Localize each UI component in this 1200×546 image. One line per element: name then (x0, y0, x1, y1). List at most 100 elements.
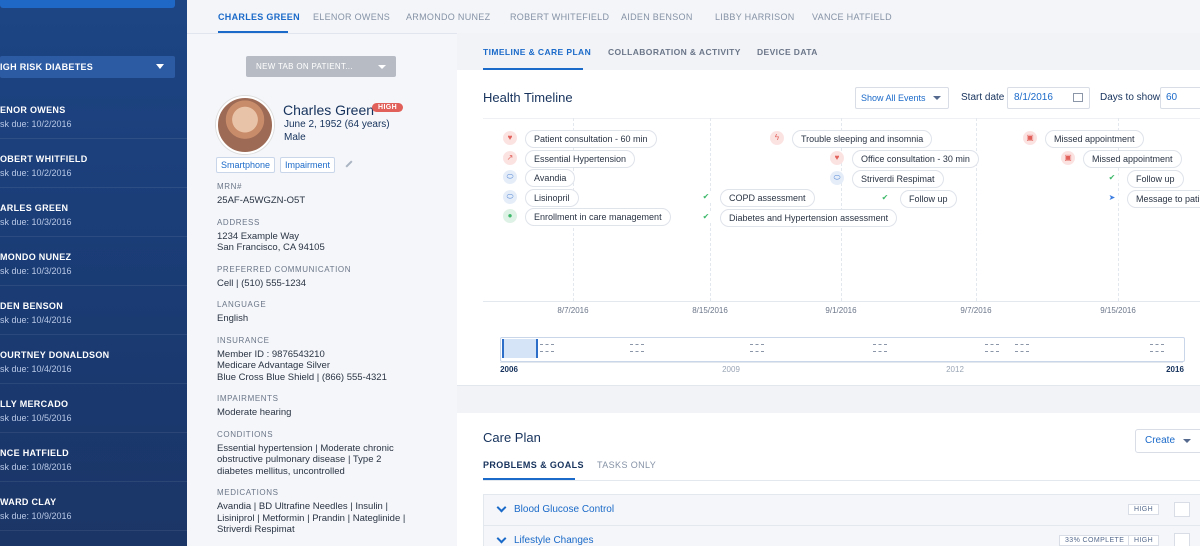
minimap (500, 337, 1185, 362)
event-filter[interactable] (855, 87, 949, 109)
tag[interactable]: Smartphone (216, 157, 276, 173)
patient-name[interactable]: MONDO NUNEZ (0, 252, 72, 262)
minimap-tick (985, 344, 999, 352)
care-plan-title: Care Plan (483, 430, 541, 445)
event-icon: ♥ (503, 131, 517, 145)
care-tab-underline (483, 478, 575, 480)
patient-tab[interactable]: AIDEN BENSON (621, 12, 693, 22)
event-icon: ▣ (1061, 151, 1075, 165)
days-value: 60 (1166, 92, 1178, 103)
patient-name[interactable]: ARLES GREEN (0, 203, 69, 213)
problem-name: Blood Glucose Control (514, 504, 615, 515)
active-tab-underline (218, 31, 288, 33)
view-tab[interactable]: TIMELINE & CARE PLAN (483, 47, 592, 57)
care-tab[interactable]: TASKS ONLY (597, 460, 657, 470)
date-label: 9/7/2016 (960, 306, 992, 315)
patient-name[interactable]: WARD CLAY (0, 497, 57, 507)
divider (0, 383, 187, 384)
patient-due: sk due: 10/2/2016 (0, 119, 72, 129)
event-pill[interactable]: Diabetes and Hypertension assessment (720, 209, 898, 227)
view-tab[interactable]: COLLABORATION & ACTIVITY (608, 47, 741, 57)
event-pill[interactable]: Follow up (1127, 170, 1184, 188)
event-pill[interactable]: Essential Hypertension (525, 150, 636, 168)
event-icon: ✔ (699, 190, 713, 204)
patient-name[interactable]: NCE HATFIELD (0, 448, 69, 458)
event-icon: ♥ (830, 151, 844, 165)
problem-name: Lifestyle Changes (514, 535, 594, 546)
view-tab[interactable]: DEVICE DATA (757, 47, 818, 57)
patient-tab[interactable]: ELENOR OWENS (313, 12, 391, 22)
new-tab-button[interactable] (246, 56, 396, 77)
field-value: San Francisco, CA 94105 (217, 242, 325, 253)
patient-name[interactable]: LLY MERCADO (0, 399, 69, 409)
row-menu[interactable] (1174, 533, 1190, 546)
patient-name[interactable]: DEN BENSON (0, 301, 64, 311)
event-pill[interactable]: Striverdi Respimat (852, 170, 944, 188)
patient-due: sk due: 10/3/2016 (0, 217, 72, 227)
event-pill[interactable]: Missed appointment (1083, 150, 1182, 168)
event-pill[interactable]: Avandia (525, 169, 576, 187)
edit-icon[interactable] (345, 160, 353, 168)
minimap-tick (750, 344, 764, 352)
minimap-window (502, 339, 538, 358)
event-icon: ⬭ (503, 170, 517, 184)
grid-line (1118, 118, 1119, 301)
event-pill[interactable]: Message to pati (1127, 190, 1200, 208)
year-label: 2012 (946, 365, 964, 374)
tag[interactable]: Impairment (280, 157, 336, 173)
patient-sex: Male (284, 132, 306, 143)
priority-badge: HIGH (1128, 504, 1160, 515)
event-pill[interactable]: Trouble sleeping and insomnia (792, 130, 933, 148)
days-label: Days to show (1100, 92, 1161, 103)
event-icon: ✔ (878, 191, 892, 205)
row-menu[interactable] (1174, 502, 1190, 517)
field-label: LANGUAGE (217, 300, 267, 309)
field-value: Lisiniprol | Metformin | Prandin | Nateg… (217, 512, 406, 524)
patient-tab[interactable]: CHARLES GREEN (218, 12, 300, 22)
patient-due: sk due: 10/2/2016 (0, 168, 72, 178)
start-input[interactable] (1007, 87, 1090, 109)
timeline-title: Health Timeline (483, 90, 573, 105)
divider (0, 187, 187, 188)
grid-line (976, 118, 977, 301)
patient-tab[interactable]: ROBERT WHITEFIELD (510, 12, 610, 22)
event-pill[interactable]: Enrollment in care management (525, 208, 671, 226)
divider (0, 432, 187, 433)
year-label: 2006 (500, 365, 518, 374)
patient-name[interactable]: OBERT WHITFIELD (0, 154, 88, 164)
event-pill[interactable]: COPD assessment (720, 189, 815, 207)
year-label: 2009 (722, 365, 740, 374)
grid-line (710, 118, 711, 301)
field-value: Moderate hearing (217, 407, 292, 418)
calendar-icon (1073, 93, 1083, 102)
filter-select[interactable] (0, 56, 175, 78)
patient-name[interactable]: ENOR OWENS (0, 105, 66, 115)
dropdown-caret (1183, 439, 1191, 443)
care-tab[interactable]: PROBLEMS & GOALS (483, 460, 584, 470)
patient-tab[interactable]: LIBBY HARRISON (715, 12, 795, 22)
patient-due: sk due: 10/4/2016 (0, 364, 72, 374)
patient-tab[interactable]: VANCE HATFIELD (812, 12, 892, 22)
event-pill[interactable]: Missed appointment (1045, 130, 1144, 148)
event-pill[interactable]: Patient consultation - 60 min (525, 130, 657, 148)
days-input[interactable] (1160, 87, 1200, 109)
patient-name[interactable]: OURTNEY DONALDSON (0, 350, 110, 360)
event-pill[interactable]: Lisinopril (525, 189, 579, 207)
event-icon: ● (503, 209, 517, 223)
patient-due: sk due: 10/8/2016 (0, 462, 72, 472)
field-label: MRN# (217, 182, 243, 191)
event-pill[interactable]: Follow up (900, 190, 957, 208)
field-label: PREFERRED COMMUNICATION (217, 264, 352, 274)
field-value: Member ID : 9876543210 (217, 348, 325, 360)
sidebar-top-button[interactable] (0, 0, 175, 8)
problem-row[interactable] (483, 525, 1200, 546)
patient-tab[interactable]: ARMONDO NUNEZ (406, 12, 491, 22)
tabs-divider (483, 480, 1200, 481)
start-label: Start date (961, 92, 1005, 103)
field-value: English (217, 313, 249, 324)
field-value: 1234 Example Way (217, 230, 300, 242)
event-pill[interactable]: Office consultation - 30 min (852, 150, 979, 168)
minimap-axis (500, 362, 1183, 363)
divider (0, 285, 187, 286)
